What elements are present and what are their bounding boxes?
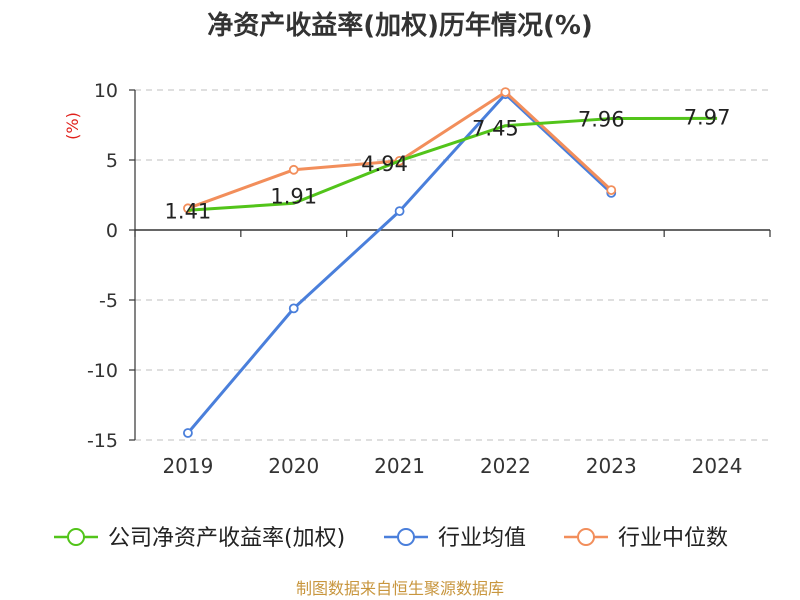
legend-marker bbox=[577, 528, 595, 546]
data-point bbox=[288, 164, 299, 175]
y-tick-label: -10 bbox=[87, 360, 118, 382]
gridlines bbox=[135, 89, 770, 441]
x-tick-label: 2019 bbox=[162, 454, 213, 478]
legend-item-2[interactable]: 行业中位数 bbox=[564, 526, 728, 551]
x-tick-label: 2023 bbox=[586, 454, 637, 478]
data-point bbox=[606, 185, 617, 196]
x-tick-label: 2021 bbox=[374, 454, 425, 478]
legend-label: 行业中位数 bbox=[618, 526, 728, 551]
legend-label: 行业均值 bbox=[438, 526, 526, 551]
y-tick-label: 0 bbox=[106, 220, 118, 242]
legend[interactable]: 公司净资产收益率(加权) 行业均值 行业中位数 bbox=[54, 526, 728, 551]
data-label: 7.96 bbox=[578, 108, 625, 132]
series-lines bbox=[183, 87, 718, 438]
axes: 10 5 0 -5 -10 -15 2019 2020 2021 2022 2023 2024 bbox=[87, 80, 771, 478]
data-label: 1.91 bbox=[270, 184, 317, 208]
legend-marker bbox=[397, 528, 415, 546]
x-tick-label: 2022 bbox=[480, 454, 531, 478]
data-point bbox=[183, 428, 193, 438]
data-point bbox=[394, 206, 405, 217]
legend-item-1[interactable]: 行业均值 bbox=[384, 526, 526, 551]
y-tick-label: 5 bbox=[106, 150, 118, 172]
chart-title: 净资产收益率(加权)历年情况(%) bbox=[207, 10, 593, 41]
source-note: 制图数据来自恒生聚源数据库 bbox=[296, 579, 504, 598]
legend-item-0[interactable]: 公司净资产收益率(加权) bbox=[54, 526, 345, 551]
y-tick-label: -15 bbox=[87, 430, 118, 452]
data-point bbox=[500, 87, 511, 97]
data-point bbox=[288, 303, 299, 314]
y-tick-label: -5 bbox=[99, 290, 118, 312]
series-line-1 bbox=[186, 92, 613, 434]
y-tick-label: 10 bbox=[94, 80, 118, 102]
data-label: 7.45 bbox=[472, 117, 519, 141]
legend-marker bbox=[67, 528, 85, 546]
series-line-2 bbox=[187, 90, 613, 210]
data-label: 1.41 bbox=[165, 199, 212, 223]
legend-label: 公司净资产收益率(加权) bbox=[108, 526, 345, 551]
series-line-0 bbox=[187, 116, 718, 212]
y-axis-unit: (%) bbox=[63, 112, 82, 140]
data-labels: 1.41 1.91 4.94 7.45 7.96 7.97 bbox=[165, 105, 731, 223]
x-tick-label: 2024 bbox=[692, 454, 743, 478]
data-label: 4.94 bbox=[361, 152, 408, 176]
data-label: 7.97 bbox=[684, 105, 731, 129]
x-tick-label: 2020 bbox=[268, 454, 319, 478]
